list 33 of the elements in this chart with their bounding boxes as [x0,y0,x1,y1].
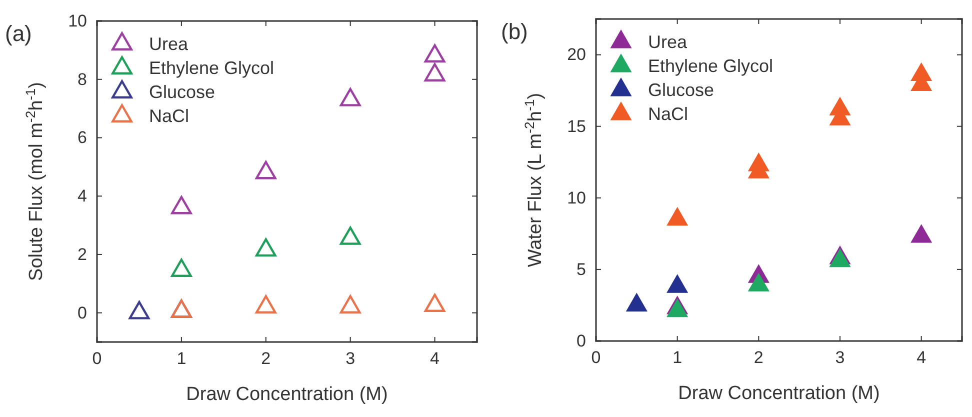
chart-title: (b) [501,19,528,44]
x-tick-label: 3 [835,348,845,368]
y-tick-label: 8 [78,70,87,89]
x-tick-label: 1 [176,349,186,368]
legend-label: Glucose [149,82,216,102]
y-tick-label: 15 [567,116,586,136]
y-tick-label: 6 [78,128,87,148]
x-tick-label: 4 [916,348,926,368]
y-tick-label: 10 [68,11,87,30]
legend-label: NaCl [149,106,190,126]
y-tick-label: 10 [567,188,586,208]
chart-title: (a) [5,21,32,46]
legend-label: Ethylene Glycol [648,56,774,76]
x-tick-label: 0 [591,348,601,368]
y-tick-label: 4 [78,186,87,206]
legend-label: Ethylene Glycol [149,58,274,78]
legend-label: Glucose [648,80,714,100]
x-tick-label: 2 [261,349,271,368]
x-tick-label: 3 [346,349,356,368]
x-tick-label: 1 [672,348,682,368]
legend-label: Urea [648,32,688,52]
legend-label: NaCl [648,104,688,124]
y-tick-label: 20 [567,45,586,64]
x-axis-title: Draw Concentration (M) [678,383,880,404]
y-tick-label: 5 [576,260,586,279]
y-tick-label: 0 [576,331,586,350]
y-tick-label: 2 [78,244,87,264]
x-tick-label: 0 [92,349,102,368]
legend-label: Urea [149,34,190,54]
x-tick-label: 4 [430,349,440,368]
y-tick-label: 0 [78,303,87,322]
x-tick-label: 2 [754,348,764,368]
x-axis-title: Draw Concentration (M) [186,384,388,405]
